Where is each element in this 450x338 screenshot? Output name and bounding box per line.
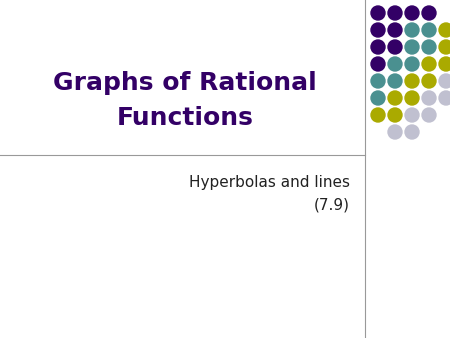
Circle shape [388,91,402,105]
Circle shape [371,6,385,20]
Circle shape [388,108,402,122]
Circle shape [371,74,385,88]
Circle shape [422,108,436,122]
Circle shape [422,91,436,105]
Circle shape [405,6,419,20]
Circle shape [439,40,450,54]
Circle shape [422,23,436,37]
Circle shape [405,74,419,88]
Circle shape [371,40,385,54]
Circle shape [439,91,450,105]
Circle shape [439,23,450,37]
Circle shape [405,23,419,37]
Circle shape [371,57,385,71]
Text: (7.9): (7.9) [314,197,350,213]
Text: Functions: Functions [117,106,253,130]
Circle shape [405,57,419,71]
Circle shape [405,125,419,139]
Circle shape [388,6,402,20]
Circle shape [422,40,436,54]
Circle shape [439,74,450,88]
Circle shape [388,57,402,71]
Circle shape [439,57,450,71]
Circle shape [422,57,436,71]
Circle shape [405,91,419,105]
Circle shape [405,40,419,54]
Circle shape [371,91,385,105]
Text: Hyperbolas and lines: Hyperbolas and lines [189,175,350,191]
Circle shape [388,40,402,54]
Circle shape [388,125,402,139]
Circle shape [405,108,419,122]
Circle shape [388,23,402,37]
Circle shape [388,74,402,88]
Circle shape [371,108,385,122]
Circle shape [371,23,385,37]
Circle shape [422,74,436,88]
Circle shape [422,6,436,20]
Text: Graphs of Rational: Graphs of Rational [53,71,317,95]
